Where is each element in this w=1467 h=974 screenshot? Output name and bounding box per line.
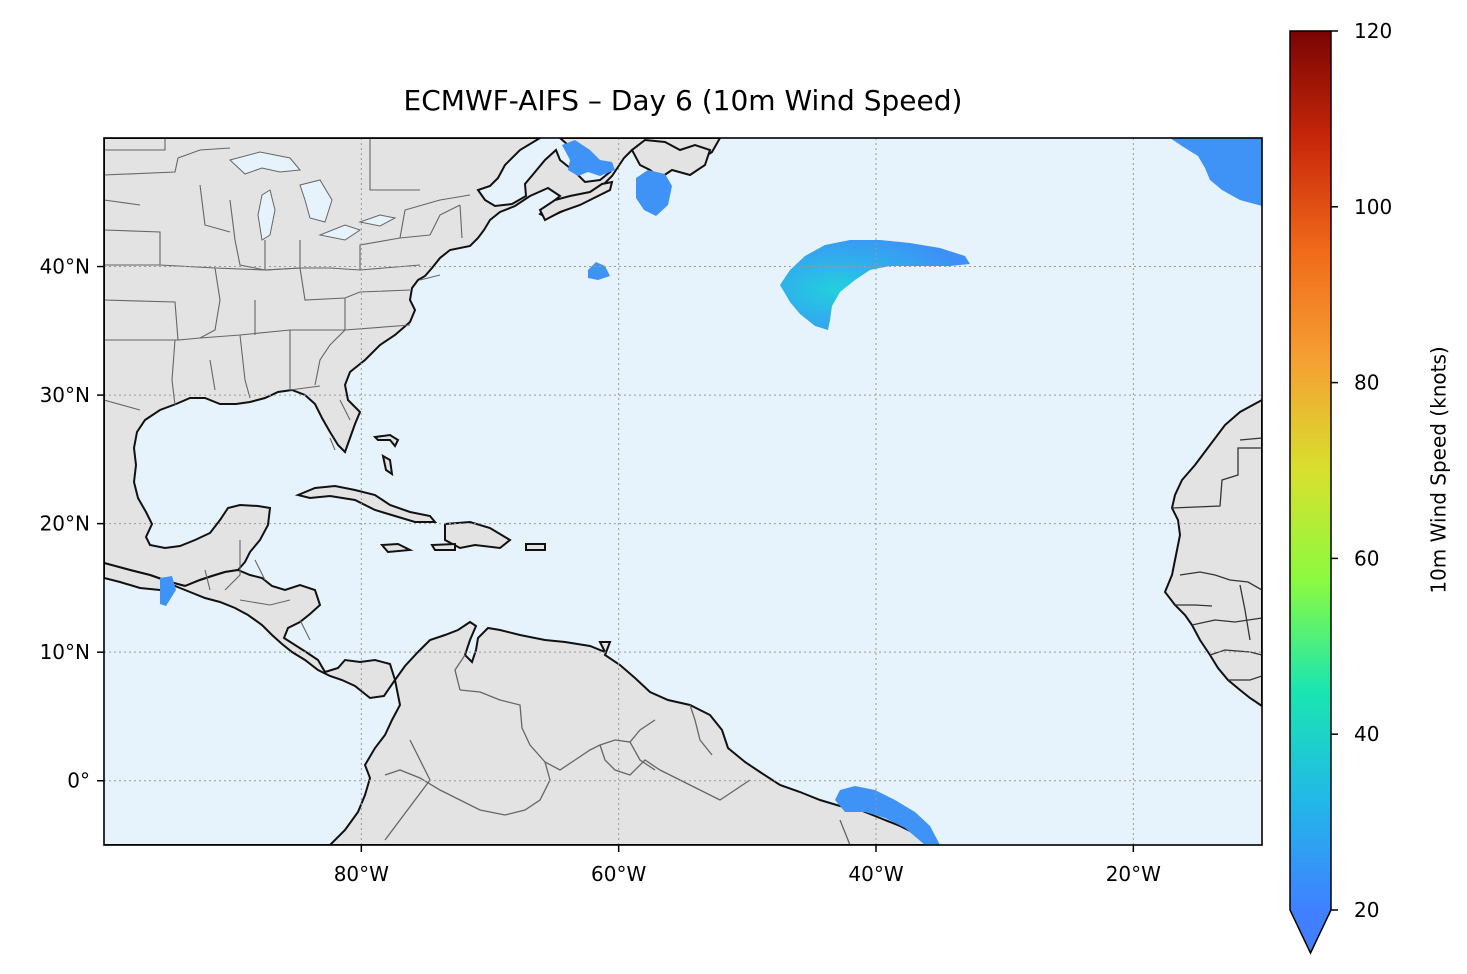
caribbean-islands <box>294 433 546 554</box>
colorbar-tick-label: 100 <box>1354 195 1392 219</box>
x-tick-label: 60°W <box>591 862 646 886</box>
colorbar-tick-label: 60 <box>1354 546 1379 570</box>
wind-shading <box>160 138 1262 845</box>
y-tick-label: 40°N <box>40 255 90 279</box>
africa-land <box>1163 398 1262 708</box>
central-america-land <box>104 561 397 700</box>
wind-region-northeast <box>1170 138 1262 206</box>
colorbar-tick-label: 20 <box>1354 898 1379 922</box>
colorbar-tick-label: 80 <box>1354 371 1379 395</box>
wind-region-newfoundland <box>636 170 672 216</box>
map-title: ECMWF-AIFS – Day 6 (10m Wind Speed) <box>404 84 963 117</box>
central-america-borders <box>204 540 311 641</box>
colorbar-ticks: 20 40 60 80 100 120 <box>1331 19 1392 922</box>
colorbar-tick-label: 120 <box>1354 19 1392 43</box>
colorbar-outline <box>1289 30 1332 955</box>
state-borders <box>104 138 471 451</box>
x-tick-label: 80°W <box>334 862 389 886</box>
africa-borders <box>1171 437 1262 681</box>
gridlines <box>104 138 1262 845</box>
y-axis: 40°N 30°N 20°N 10°N 0° <box>40 255 104 793</box>
colorbar-label: 10m Wind Speed (knots) <box>1427 346 1451 593</box>
y-tick-label: 0° <box>67 769 90 793</box>
map-frame <box>103 137 1263 846</box>
colorbar-tick-label: 40 <box>1354 722 1379 746</box>
wind-region-jet <box>780 240 970 330</box>
map-area <box>104 138 1262 845</box>
great-lakes <box>228 151 397 241</box>
canada-islands <box>538 138 712 222</box>
x-tick-label: 40°W <box>848 862 903 886</box>
x-axis: 80°W 60°W 40°W 20°W <box>334 845 1161 886</box>
y-tick-label: 30°N <box>40 383 90 407</box>
y-tick-label: 20°N <box>40 512 90 536</box>
colorbar-gradient <box>1290 31 1331 910</box>
colorbar-extend-triangle <box>1290 910 1331 953</box>
wind-region-st-lawrence <box>562 140 615 176</box>
wind-region-equatorial <box>835 786 940 845</box>
y-tick-label: 10°N <box>40 640 90 664</box>
x-tick-label: 20°W <box>1106 862 1161 886</box>
wind-region-tehuantepec <box>160 576 176 606</box>
country-borders <box>384 654 851 845</box>
colorbar: 20 40 60 80 100 120 10m Wind Speed (knots) <box>1289 19 1451 955</box>
